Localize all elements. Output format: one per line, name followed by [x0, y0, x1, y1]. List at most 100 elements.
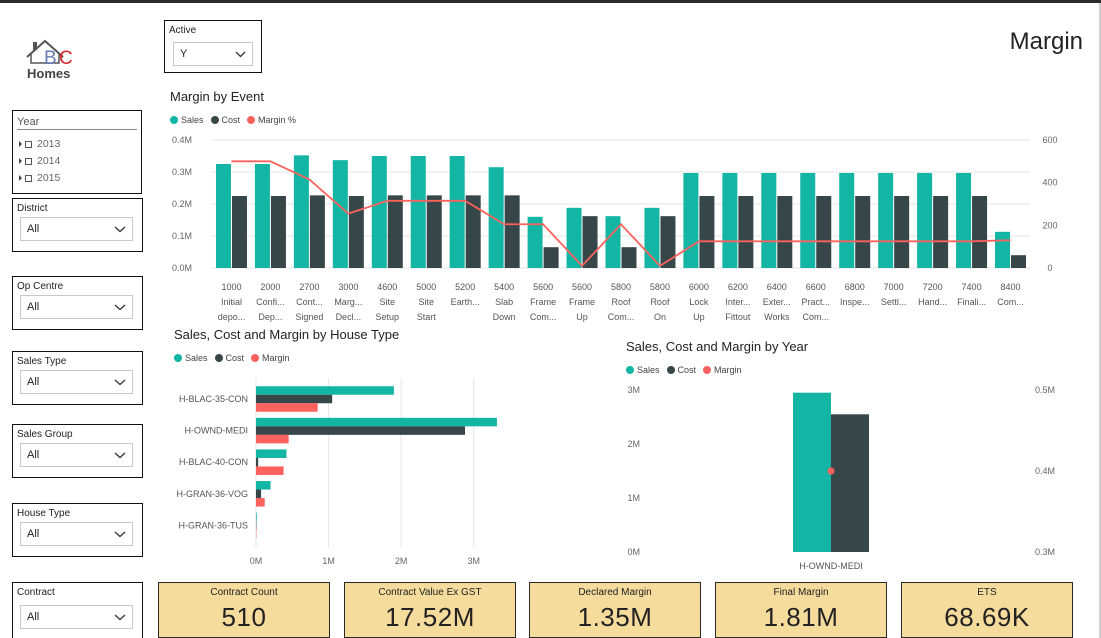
bar-sales — [956, 172, 972, 268]
bar-sales — [256, 386, 394, 395]
chevron-down-icon — [114, 379, 126, 385]
chevron-down-icon — [114, 452, 126, 458]
bar-margin — [256, 498, 265, 507]
x-tick-label: 6600 — [806, 282, 826, 292]
bar-sales — [254, 164, 270, 268]
bar-sales — [722, 172, 738, 268]
event-chart-title: Margin by Event — [170, 89, 264, 104]
year-label: Year — [17, 116, 137, 130]
legend-sales[interactable]: Sales — [174, 353, 208, 363]
logo-text-homes: Homes — [27, 66, 70, 81]
district-label: District — [17, 203, 48, 214]
x-tick-label: 6000 — [689, 282, 709, 292]
legend-margin-pct[interactable]: Margin % — [247, 115, 296, 125]
legend-sales[interactable]: Sales — [170, 115, 204, 125]
x-tick-label: Exter... — [763, 297, 791, 307]
legend-margin[interactable]: Margin — [251, 353, 290, 363]
card-title: Contract Value Ex GST — [378, 587, 482, 598]
bar-sales — [449, 156, 465, 268]
card-value: 510 — [221, 602, 267, 632]
x-tick-label: H-OWND-MEDI — [799, 561, 863, 571]
x-tick-label: Site — [418, 297, 434, 307]
chevron-down-icon — [235, 51, 246, 57]
y-tick-label: H-BLAC-35-CON — [179, 394, 248, 404]
contract-dropdown[interactable]: All — [20, 605, 133, 629]
y-tick-label: 3M — [627, 385, 640, 395]
bar-cost — [504, 195, 520, 268]
bar-cost — [831, 414, 869, 552]
y2-tick-label: 200 — [1042, 220, 1057, 230]
checkbox[interactable] — [25, 157, 32, 165]
year-option-2013[interactable]: 2013 — [19, 138, 60, 150]
top-bar — [0, 0, 1101, 3]
bar-sales — [488, 167, 504, 268]
year-option-2015[interactable]: 2015 — [19, 172, 60, 184]
sales-group-label: Sales Group — [17, 429, 73, 440]
house-type-label: House Type — [17, 508, 71, 519]
legend-sales[interactable]: Sales — [626, 365, 660, 375]
bar-cost — [348, 196, 364, 268]
x-tick-label: 2700 — [299, 282, 319, 292]
legend-dot — [626, 366, 634, 374]
op-centre-label: Op Centre — [17, 281, 64, 292]
checkbox[interactable] — [25, 140, 32, 148]
x-tick-label: 3M — [467, 556, 480, 566]
y2-tick-label: 0 — [1047, 263, 1052, 273]
company-logo: B C Homes — [25, 33, 85, 81]
legend-cost[interactable]: Cost — [214, 353, 244, 363]
bar-sales — [761, 172, 777, 268]
house-chart[interactable]: 0M 1M 2M 3M H-BLAC-35-CON H-OWND-MEDI H-BLAC-4… — [160, 368, 550, 578]
year-option-2014[interactable]: 2014 — [19, 155, 60, 167]
bar-sales — [371, 156, 387, 268]
sales-type-dropdown[interactable]: All — [20, 370, 133, 394]
bar-cost — [1011, 255, 1027, 268]
legend-dot — [703, 366, 712, 374]
expand-icon[interactable] — [19, 141, 22, 147]
x-tick-label: 1M — [322, 556, 335, 566]
bar-cost — [699, 196, 715, 268]
x-tick-label: Hand... — [918, 297, 947, 307]
x-tick-label: 5200 — [455, 282, 475, 292]
x-tick-label: Finali... — [957, 297, 986, 307]
bar-margin — [256, 466, 284, 475]
expand-icon[interactable] — [19, 175, 22, 181]
x-tick-label: 5000 — [416, 282, 436, 292]
x-tick-label: Up — [693, 312, 705, 322]
year-chart[interactable]: 0M 1M 2M 3M 0.3M 0.4M 0.5M H-OWND-MEDI — [600, 380, 1060, 580]
bar-margin — [256, 403, 318, 412]
x-tick-label: Site — [380, 297, 396, 307]
checkbox[interactable] — [25, 174, 32, 182]
x-tick-label: Setup — [376, 312, 400, 322]
legend-cost[interactable]: Cost — [210, 115, 240, 125]
legend-dot — [666, 366, 675, 374]
x-tick-label: Settl... — [881, 297, 907, 307]
card-contract-value: Contract Value Ex GST 17.52M — [344, 582, 516, 638]
bar-cost — [777, 196, 793, 268]
x-tick-label: 5600 — [572, 282, 592, 292]
x-tick-label: Slab — [495, 297, 513, 307]
legend-dot — [214, 354, 223, 362]
bar-cost — [309, 195, 325, 268]
bar-sales — [566, 207, 582, 268]
legend-cost[interactable]: Cost — [666, 365, 696, 375]
year-chart-title: Sales, Cost and Margin by Year — [626, 339, 809, 354]
legend-margin[interactable]: Margin — [703, 365, 742, 375]
bar-sales — [332, 160, 348, 268]
bar-sales — [256, 481, 271, 490]
x-tick-label: 5400 — [494, 282, 514, 292]
event-chart[interactable]: 0.0M 0.1M 0.2M 0.3M 0.4M 0 200 400 600 1000 Initia… — [160, 128, 1060, 323]
page-title: Margin — [1009, 28, 1083, 55]
bar-cost — [256, 489, 262, 499]
district-slicer: District All — [12, 198, 143, 252]
legend-dot — [174, 354, 182, 362]
house-type-dropdown[interactable]: All — [20, 522, 133, 546]
expand-icon[interactable] — [19, 158, 22, 164]
op-centre-dropdown[interactable]: All — [20, 295, 133, 319]
sales-group-dropdown[interactable]: All — [20, 443, 133, 467]
x-tick-label: 7400 — [962, 282, 982, 292]
bar-sales — [917, 172, 933, 268]
bar-sales — [605, 216, 621, 268]
legend-dot — [247, 116, 256, 124]
active-dropdown[interactable]: Y — [173, 42, 253, 66]
district-dropdown[interactable]: All — [20, 217, 133, 241]
